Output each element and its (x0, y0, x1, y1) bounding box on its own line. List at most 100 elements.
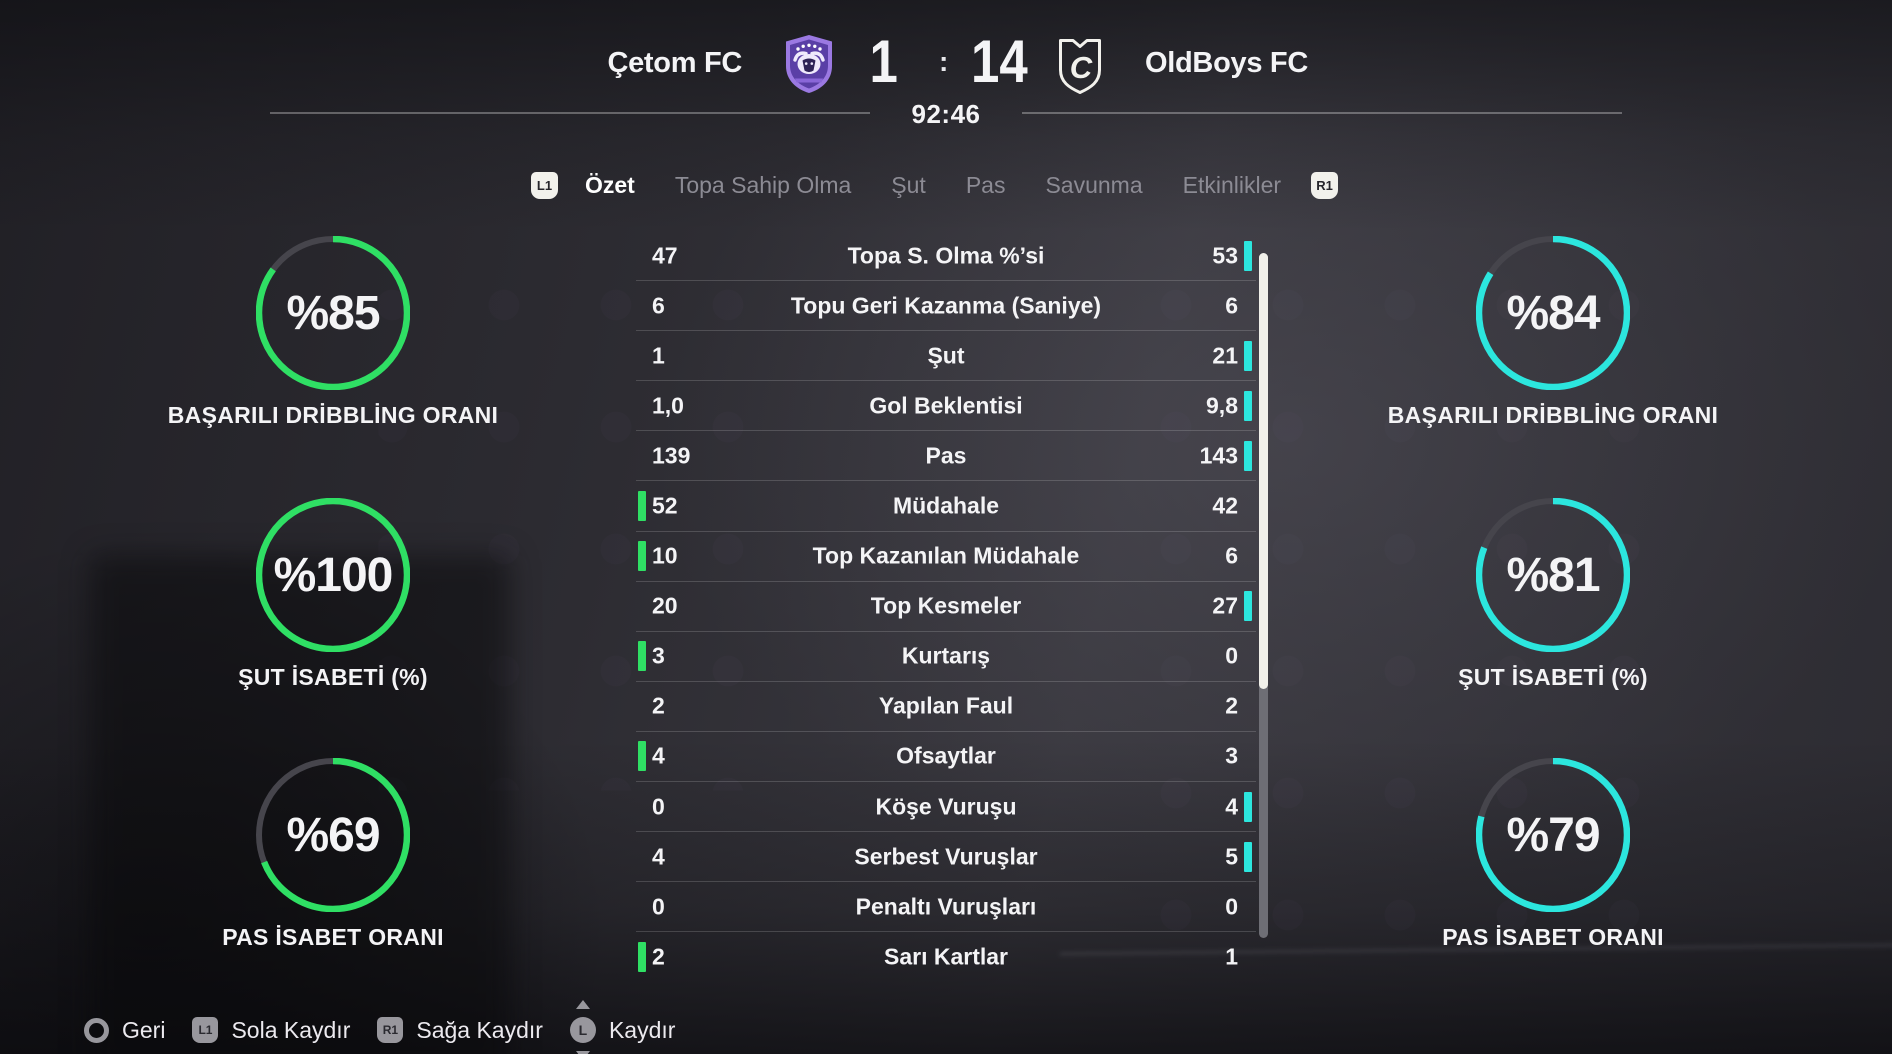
table-scrollbar-thumb[interactable] (1259, 253, 1268, 689)
table-scrollbar[interactable] (1259, 253, 1268, 938)
home-value: 1,0 (652, 392, 684, 419)
stat-label: Müdahale (892, 492, 1000, 519)
stat-row-topu-geri-kazanma-saniye: 6 Topu Geri Kazanma (Saniye) 6 (636, 281, 1256, 332)
gauge-label: PAS İSABET ORANI (1442, 924, 1664, 950)
tab-savunma[interactable]: Savunma (1045, 171, 1143, 198)
score-separator: : (939, 46, 949, 77)
match-time: 92:46 (911, 99, 981, 129)
home-gauges-column: %85 BAŞARILI DRİBBLİNG ORANI %100 ŞUT İSABE… (153, 0, 513, 1054)
time-divider-left (270, 112, 870, 114)
away-value: 143 (1199, 442, 1238, 469)
away-value: 0 (1225, 642, 1238, 669)
gauge-value: %84 (1506, 286, 1600, 340)
control-label: Sola Kaydır (231, 1016, 351, 1043)
stick-circle: L (569, 1017, 596, 1043)
away-value: 0 (1225, 893, 1238, 920)
gauge-value: %69 (286, 808, 380, 862)
away-value: 53 (1212, 242, 1238, 269)
home-value: 6 (652, 292, 665, 319)
home-lead-bar (638, 641, 646, 672)
home-value: 4 (652, 843, 665, 870)
stat-row-gol-beklentisi: 1,0 Gol Beklentisi 9,8 (636, 381, 1256, 432)
gauge-ring: %100 (256, 498, 410, 652)
control-kaydır[interactable]: L Kaydır (569, 1000, 675, 1054)
home-gauge-pas-i-sabet-orani: %69 PAS İSABET ORANI (153, 758, 513, 951)
away-value: 1 (1225, 943, 1238, 970)
l1-bumper-icon[interactable]: L1 (531, 171, 558, 199)
away-gauge-başarili-dri-bbli-ng-orani: %84 BAŞARILI DRİBBLİNG ORANI (1373, 236, 1733, 429)
away-value: 6 (1225, 542, 1238, 569)
stat-label: Köşe Vuruşu (875, 793, 1017, 820)
control-sağa-kaydır[interactable]: R1 Sağa Kaydır (377, 1017, 543, 1044)
home-lead-bar (638, 741, 646, 772)
gauge-value: %81 (1506, 548, 1600, 602)
gauge-label: PAS İSABET ORANI (222, 924, 444, 950)
stat-row-köşe-vuruşu: 0 Köşe Vuruşu 4 (636, 782, 1256, 833)
circle-button-icon (84, 1017, 109, 1043)
away-gauge-pas-i-sabet-orani: %79 PAS İSABET ORANI (1373, 758, 1733, 951)
controller-hints-bar: Geri L1 Sola Kaydır R1 Sağa Kaydır L Kaydır (84, 1000, 675, 1054)
gauge-ring: %85 (256, 236, 410, 390)
stat-label: Yapılan Faul (878, 692, 1014, 719)
stat-label: Sarı Kartlar (883, 943, 1008, 970)
away-value: 4 (1225, 793, 1238, 820)
home-value: 139 (652, 442, 691, 469)
away-value: 9,8 (1206, 392, 1238, 419)
away-lead-bar (1244, 390, 1252, 421)
tab-özet[interactable]: Özet (585, 171, 635, 198)
stat-row-topa-s-olma-si: 47 Topa S. Olma %’si 53 (636, 231, 1256, 282)
stick-up-arrow-icon (575, 1000, 590, 1009)
home-lead-bar (638, 941, 646, 972)
away-lead-bar (1244, 791, 1252, 822)
tab-etkinlikler[interactable]: Etkinlikler (1182, 171, 1282, 198)
away-gauges-column: %84 BAŞARILI DRİBBLİNG ORANI %81 ŞUT İSABET… (1373, 0, 1733, 1054)
stat-label: Serbest Vuruşlar (854, 843, 1038, 870)
away-lead-bar (1244, 440, 1252, 471)
gauge-label: BAŞARILI DRİBBLİNG ORANI (1387, 402, 1719, 428)
gauge-ring: %69 (256, 758, 410, 912)
away-value: 42 (1212, 492, 1238, 519)
control-geri[interactable]: Geri (84, 1017, 165, 1044)
r1-bumper-icon[interactable]: R1 (1311, 171, 1339, 199)
stat-label: Pas (925, 442, 967, 469)
stat-label: Kurtarış (901, 642, 991, 669)
home-value: 47 (652, 242, 678, 269)
away-score: 14 (971, 28, 1028, 95)
stat-label: Penaltı Vuruşları (855, 893, 1037, 920)
tab-pas[interactable]: Pas (965, 171, 1006, 198)
home-gauge-şut-i-sabeti: %100 ŞUT İSABETİ (%) (153, 498, 513, 691)
gauge-ring: %81 (1476, 498, 1630, 652)
home-value: 0 (652, 793, 665, 820)
gauge-label: ŞUT İSABETİ (%) (238, 664, 428, 690)
stat-label: Top Kesmeler (870, 592, 1022, 619)
home-team-name: Çetom FC (607, 47, 742, 79)
left-stick-icon: L (569, 1000, 596, 1054)
stat-label: Topa S. Olma %’si (847, 242, 1045, 269)
gauge-label: BAŞARILI DRİBBLİNG ORANI (167, 402, 499, 428)
home-lead-bar (638, 541, 646, 572)
home-value: 2 (652, 943, 665, 970)
gauge-ring: %84 (1476, 236, 1630, 390)
away-lead-bar (1244, 591, 1252, 622)
control-sola-kaydır[interactable]: L1 Sola Kaydır (192, 1017, 350, 1044)
away-value: 3 (1225, 742, 1238, 769)
home-lead-bar (638, 491, 646, 522)
stat-label: Topu Geri Kazanma (Saniye) (790, 292, 1102, 319)
away-value: 27 (1212, 592, 1238, 619)
stats-table: 47 Topa S. Olma %’si 53 6 Topu Geri Kazanma … (636, 231, 1256, 981)
home-gauge-başarili-dri-bbli-ng-orani: %85 BAŞARILI DRİBBLİNG ORANI (153, 236, 513, 429)
home-value: 52 (652, 492, 678, 519)
away-value: 6 (1225, 292, 1238, 319)
stat-row-ofsaytlar: 4 Ofsaytlar 3 (636, 732, 1256, 783)
away-team-crest-icon: C (1059, 39, 1101, 94)
tab-topa-sahip-olma[interactable]: Topa Sahip Olma (674, 171, 852, 198)
home-value: 1 (652, 342, 665, 369)
gauge-value: %100 (273, 548, 394, 602)
tab-şut[interactable]: Şut (891, 171, 926, 198)
home-value: 20 (652, 592, 678, 619)
gauge-ring: %79 (1476, 758, 1630, 912)
home-team-crest-icon (786, 35, 832, 93)
away-lead-bar (1244, 340, 1252, 371)
stat-row-top-kesmeler: 20 Top Kesmeler 27 (636, 582, 1256, 632)
